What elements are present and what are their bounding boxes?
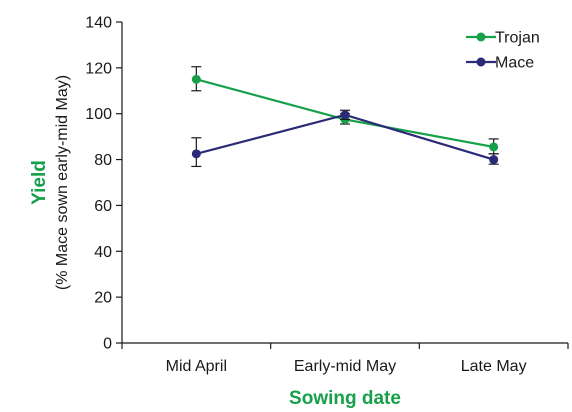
x-axis-title: Sowing date (289, 388, 401, 409)
y-tick-label: 40 (94, 244, 112, 261)
y-tick-label: 140 (85, 15, 112, 32)
y-tick-label: 0 (103, 336, 112, 353)
legend-label: Mace (495, 55, 534, 72)
x-tick-label: Late May (461, 358, 527, 375)
y-axis-title: Yield (29, 160, 50, 205)
data-point (489, 142, 499, 152)
x-ticks: Mid April Early-mid May Late May (121, 343, 569, 375)
legend-item-mace: Mace (466, 55, 534, 72)
legend-label: Trojan (495, 30, 540, 47)
y-axis-title-group: Yield (% Mace sown early-mid May) (29, 75, 71, 290)
data-point (340, 110, 350, 120)
legend-item-trojan: Trojan (466, 30, 540, 47)
x-tick-label: Mid April (166, 358, 227, 375)
y-tick-label: 60 (94, 198, 112, 215)
y-ticks: 0 20 40 60 80 100 120 140 (85, 15, 122, 353)
axes (121, 22, 568, 344)
legend-swatch-marker (476, 32, 486, 42)
series-mace (191, 109, 499, 168)
data-point (489, 155, 499, 165)
y-tick-label: 100 (85, 106, 112, 123)
y-tick-label: 80 (94, 152, 112, 169)
legend: Trojan Mace (466, 30, 540, 72)
x-tick-label: Early-mid May (294, 358, 396, 375)
legend-swatch-marker (476, 57, 486, 67)
y-tick-label: 120 (85, 60, 112, 77)
data-point (191, 149, 201, 159)
y-tick-label: 20 (94, 290, 112, 307)
data-point (191, 74, 201, 84)
y-axis-subtitle: (% Mace sown early-mid May) (54, 75, 71, 290)
series-layer (191, 66, 499, 168)
